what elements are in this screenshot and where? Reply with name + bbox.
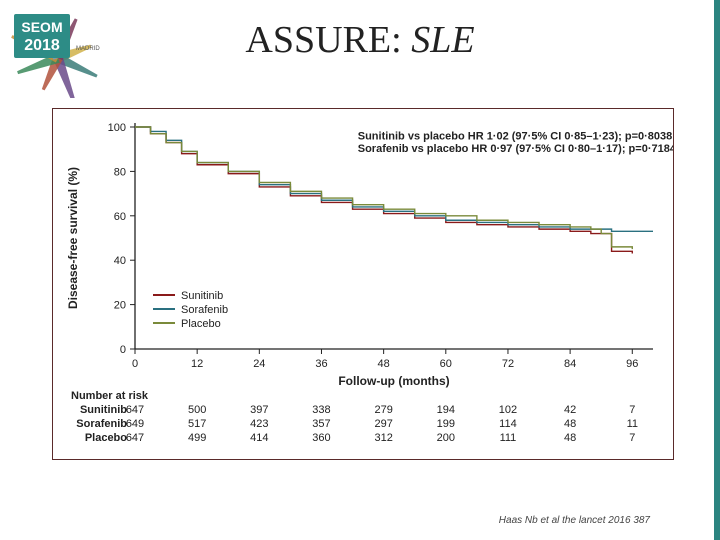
svg-text:Placebo: Placebo [181, 318, 221, 330]
title-italic: SLE [411, 19, 474, 61]
slide-title: ASSURE: SLE [0, 18, 720, 62]
svg-text:72: 72 [502, 358, 514, 370]
svg-text:Follow-up (months): Follow-up (months) [338, 374, 449, 388]
svg-text:7: 7 [629, 432, 635, 444]
svg-text:297: 297 [374, 418, 392, 430]
svg-text:338: 338 [312, 404, 330, 416]
svg-text:0: 0 [132, 358, 138, 370]
svg-text:60: 60 [440, 358, 452, 370]
title-main: ASSURE: [245, 19, 411, 61]
svg-text:84: 84 [564, 358, 576, 370]
svg-text:499: 499 [188, 432, 206, 444]
svg-text:102: 102 [499, 404, 517, 416]
svg-text:312: 312 [374, 432, 392, 444]
svg-text:60: 60 [114, 211, 126, 223]
svg-text:414: 414 [250, 432, 268, 444]
svg-text:Sorafenib: Sorafenib [181, 304, 228, 316]
svg-text:36: 36 [315, 358, 327, 370]
svg-text:48: 48 [564, 418, 576, 430]
citation: Haas Nb et al the lancet 2016 387 [499, 515, 650, 526]
svg-text:Sunitinib vs placebo HR 1·02 (: Sunitinib vs placebo HR 1·02 (97·5% CI 0… [358, 131, 673, 143]
svg-text:279: 279 [374, 404, 392, 416]
svg-text:397: 397 [250, 404, 268, 416]
accent-bar [714, 0, 720, 540]
svg-text:114: 114 [499, 418, 517, 430]
svg-text:100: 100 [108, 122, 126, 134]
svg-text:111: 111 [500, 432, 517, 444]
svg-text:200: 200 [437, 432, 455, 444]
svg-text:96: 96 [626, 358, 638, 370]
svg-text:24: 24 [253, 358, 265, 370]
svg-text:647: 647 [126, 404, 144, 416]
svg-text:Disease-free survival (%): Disease-free survival (%) [66, 167, 80, 309]
chart-frame: 0 20 40 60 80 100 0 12 24 36 48 60 72 84 96 Disease-fre… [52, 108, 674, 460]
svg-text:Number at risk: Number at risk [71, 390, 149, 402]
svg-text:80: 80 [114, 166, 126, 178]
svg-text:12: 12 [191, 358, 203, 370]
svg-text:500: 500 [188, 404, 206, 416]
svg-text:11: 11 [627, 418, 638, 430]
svg-text:360: 360 [312, 432, 330, 444]
svg-text:199: 199 [437, 418, 455, 430]
svg-text:48: 48 [564, 432, 576, 444]
svg-text:423: 423 [250, 418, 268, 430]
svg-text:Sunitinib: Sunitinib [80, 404, 127, 416]
svg-text:42: 42 [564, 404, 576, 416]
svg-text:Placebo: Placebo [85, 432, 127, 444]
svg-text:Sunitinib: Sunitinib [181, 290, 223, 302]
svg-text:Sorafenib: Sorafenib [76, 418, 127, 430]
svg-text:194: 194 [437, 404, 455, 416]
slide: SEOM 2018 MADRID ASSURE: SLE 02040608010… [0, 0, 720, 540]
svg-text:7: 7 [629, 404, 635, 416]
svg-text:647: 647 [126, 432, 144, 444]
km-chart: 0 20 40 60 80 100 0 12 24 36 48 60 72 84 96 Disease-fre… [53, 109, 673, 459]
svg-text:40: 40 [114, 255, 126, 267]
svg-text:20: 20 [114, 300, 126, 312]
svg-text:649: 649 [126, 418, 144, 430]
svg-text:357: 357 [312, 418, 330, 430]
svg-text:48: 48 [378, 358, 390, 370]
svg-text:Sorafenib vs placebo HR 0·97 (: Sorafenib vs placebo HR 0·97 (97·5% CI 0… [358, 143, 673, 155]
svg-text:0: 0 [120, 344, 126, 356]
svg-text:517: 517 [188, 418, 206, 430]
